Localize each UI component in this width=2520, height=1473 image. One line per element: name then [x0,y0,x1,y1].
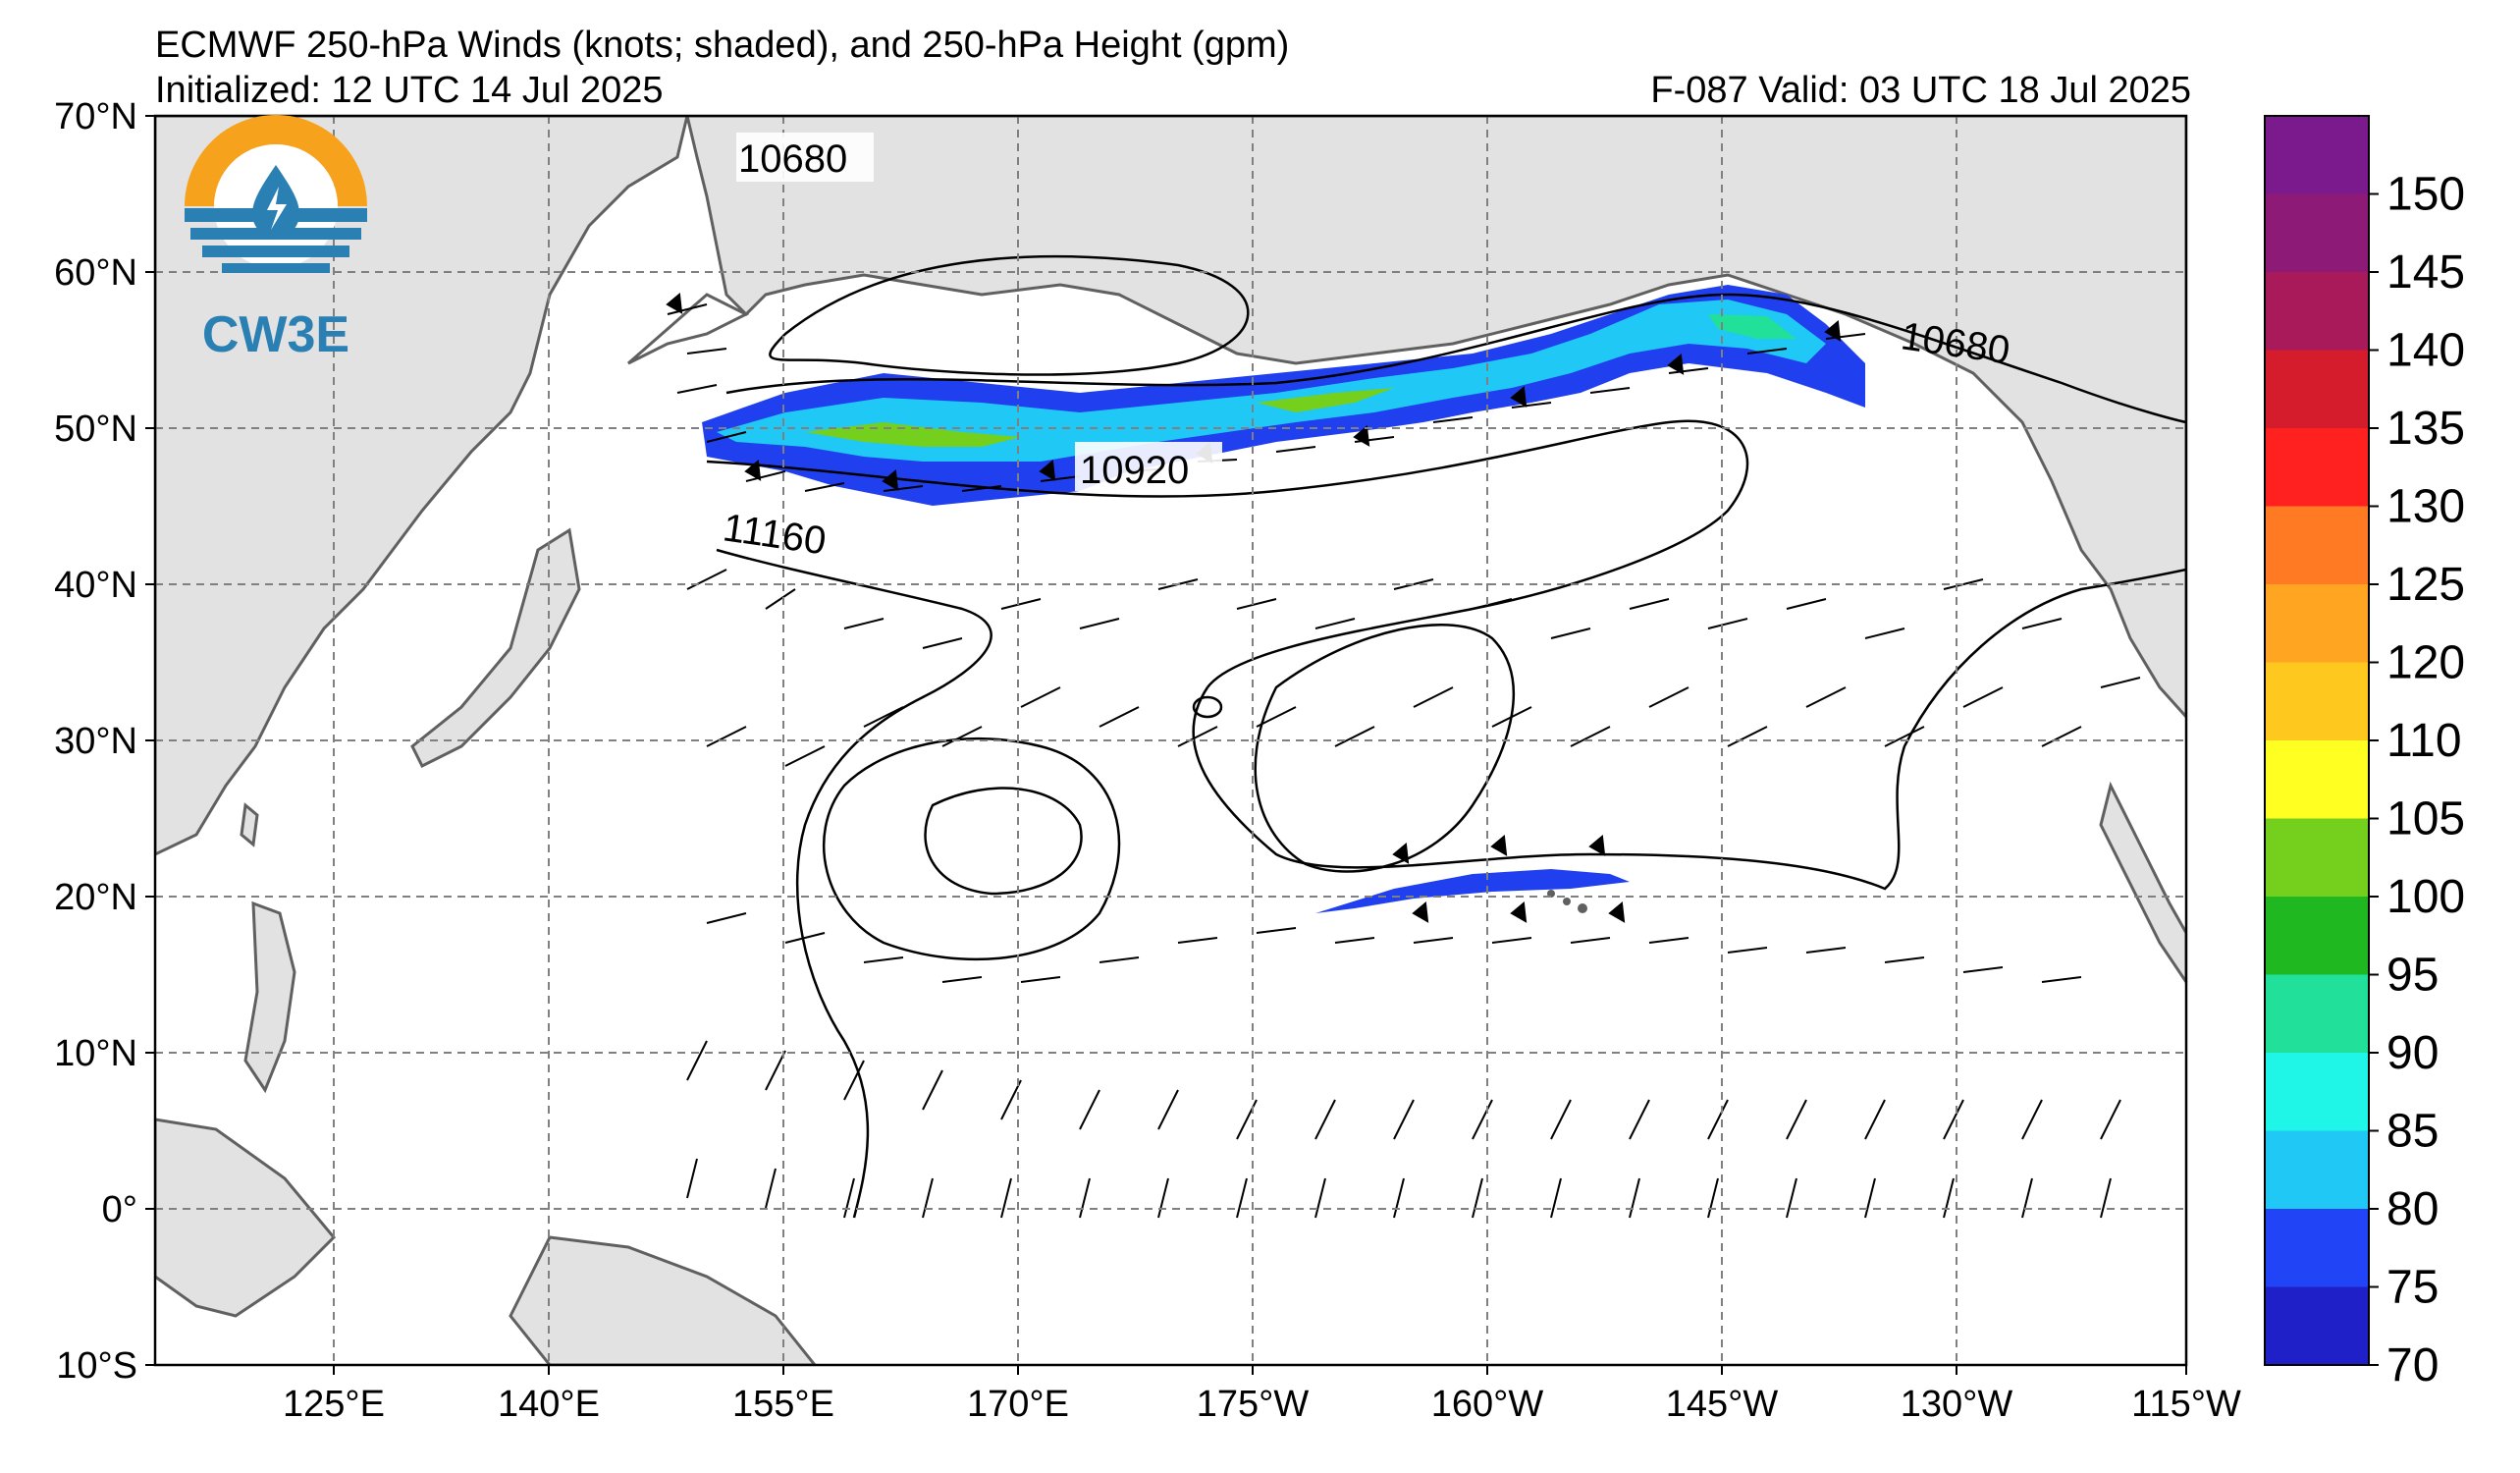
lon-label: 125°E [283,1384,385,1425]
colorbar-segment [2265,1053,2369,1131]
colorbar-segment [2265,662,2369,741]
lat-label: 20°N [54,877,137,918]
cw3e-logo: CW3E [185,115,367,363]
colorbar-segment [2265,1286,2369,1366]
north-america-landmass [685,116,2186,720]
colorbar-segment [2265,193,2369,273]
valid-time: F-087 Valid: 03 UTC 18 Jul 2025 [1650,70,2191,111]
init-time: Initialized: 12 UTC 14 Jul 2025 [155,70,664,111]
colorbar-segment [2265,584,2369,663]
lat-label: 10°S [56,1345,137,1387]
colorbar-segment [2265,428,2369,507]
colorbar-label: 125 [2386,559,2465,611]
colorbar-label: 75 [2386,1262,2439,1314]
lat-label: 0° [102,1189,137,1230]
lat-label: 10°N [54,1033,137,1074]
land-masses [155,116,2186,1365]
colorbar-label: 70 [2386,1339,2439,1391]
japan-island [410,527,581,769]
lat-label: 70°N [54,96,137,137]
colorbar-label: 95 [2386,950,2439,1002]
colorbar-label: 110 [2386,715,2462,767]
contour-label-10680-west: 10680 [738,137,847,181]
colorbar-label: 100 [2386,871,2465,923]
indonesia-landmass [155,1118,337,1318]
asia-landmass [155,116,689,856]
colorbar-segment [2265,974,2369,1054]
logo-text: CW3E [202,306,349,363]
lon-label: 160°W [1431,1384,1544,1425]
colorbar: 150 145 140 135 130 125 120 110 105 100 95 90 85 80 75… [2264,115,2465,1391]
lat-label: 40°N [54,565,137,606]
contour-label-10920: 10920 [1080,449,1189,492]
taiwan-island [240,802,259,847]
lon-label: 175°W [1197,1384,1310,1425]
colorbar-segment [2265,116,2369,194]
map-title: ECMWF 250-hPa Winds (knots; shaded), and… [155,25,1290,66]
colorbar-label: 90 [2386,1027,2439,1079]
colorbar-segment [2265,350,2369,429]
colorbar-label: 105 [2386,793,2465,846]
height-contours [706,254,2186,1219]
colorbar-segment [2265,1209,2369,1287]
colorbar-label: 135 [2386,403,2465,455]
colorbar-segment [2265,740,2369,819]
jet-streak-north-pacific [702,285,1865,913]
lon-label: 140°E [498,1384,600,1425]
hawaii-islands [1547,890,1587,913]
lon-label: 145°W [1666,1384,1779,1425]
mexico-coast [2099,781,2186,985]
colorbar-label: 145 [2386,246,2465,299]
lon-label: 170°E [967,1384,1069,1425]
philippines-islands [243,900,296,1094]
gridlines [155,116,2186,1365]
colorbar-segment [2265,506,2369,585]
colorbar-label: 120 [2386,637,2465,689]
colorbar-label: 140 [2386,325,2465,377]
lat-label: 30°N [54,721,137,762]
colorbar-label: 80 [2386,1183,2439,1235]
colorbar-label: 150 [2386,169,2465,221]
lat-label: 50°N [54,409,137,450]
lon-label: 130°W [1901,1384,2013,1425]
wind-barbs [666,293,2141,1219]
colorbar-label: 85 [2386,1106,2439,1158]
colorbar-segment [2265,272,2369,351]
latitude-axis [145,115,155,1366]
colorbar-segment [2265,818,2369,898]
lon-label: 115°W [2131,1384,2241,1425]
new-guinea-landmass [509,1235,817,1365]
lon-label: 155°E [732,1384,834,1425]
colorbar-segment [2265,897,2369,975]
colorbar-segment [2265,1130,2369,1210]
lat-label: 60°N [54,252,137,294]
colorbar-label: 130 [2386,481,2465,533]
aleutian-islands [627,293,750,365]
longitude-axis [333,1365,2187,1375]
